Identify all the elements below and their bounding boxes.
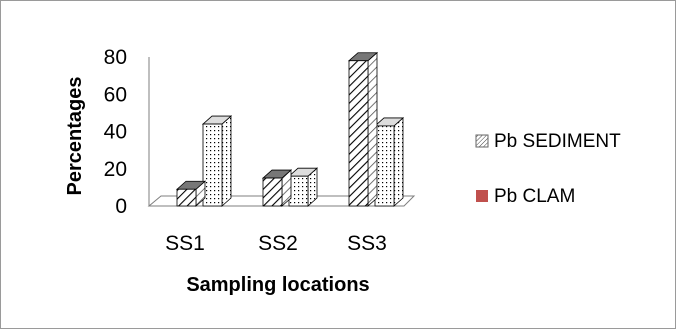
- y-tick-label: 40: [104, 121, 127, 144]
- bar-side-face: [221, 115, 232, 207]
- legend-item: Pb SEDIMENT: [475, 131, 621, 152]
- bar-side-face: [393, 117, 404, 207]
- bar-pb-sediment: [347, 51, 379, 207]
- y-tick-label: 0: [115, 195, 127, 218]
- legend-swatch: [475, 134, 489, 148]
- x-tick-label: SS1: [165, 232, 205, 255]
- y-axis-title: Percentages: [64, 77, 86, 196]
- bar-front-face: [374, 125, 395, 207]
- y-tick-label: 20: [104, 158, 127, 181]
- y-axis: 0 20 40 60 80: [104, 46, 150, 218]
- bar-front-face: [348, 60, 369, 207]
- y-tick-label: 60: [104, 83, 127, 106]
- bar-pb-sediment: [261, 169, 293, 207]
- bar-front-face: [262, 177, 283, 207]
- x-tick-label: SS2: [258, 232, 298, 255]
- x-axis-ticks: SS1 SS2 SS3: [165, 232, 387, 255]
- bars-group: [175, 51, 405, 207]
- legend-label: Pb CLAM: [494, 186, 575, 207]
- bar-pb-clam: [201, 115, 233, 207]
- x-axis-title: Sampling locations: [186, 274, 369, 296]
- legend-label: Pb SEDIMENT: [494, 131, 621, 152]
- legend: Pb SEDIMENT Pb CLAM: [475, 131, 621, 207]
- bar-pb-clam: [287, 167, 319, 207]
- y-tick-label: 80: [104, 46, 127, 69]
- bar-pb-clam: [373, 117, 405, 207]
- bar-front-face: [176, 188, 197, 207]
- legend-swatch: [476, 190, 488, 202]
- bar-front-face: [202, 123, 223, 207]
- bar-side-face: [367, 51, 378, 207]
- legend-item: Pb CLAM: [476, 186, 575, 207]
- bar-pb-sediment: [175, 180, 207, 207]
- x-tick-label: SS3: [347, 232, 387, 255]
- bar-front-face: [288, 175, 309, 207]
